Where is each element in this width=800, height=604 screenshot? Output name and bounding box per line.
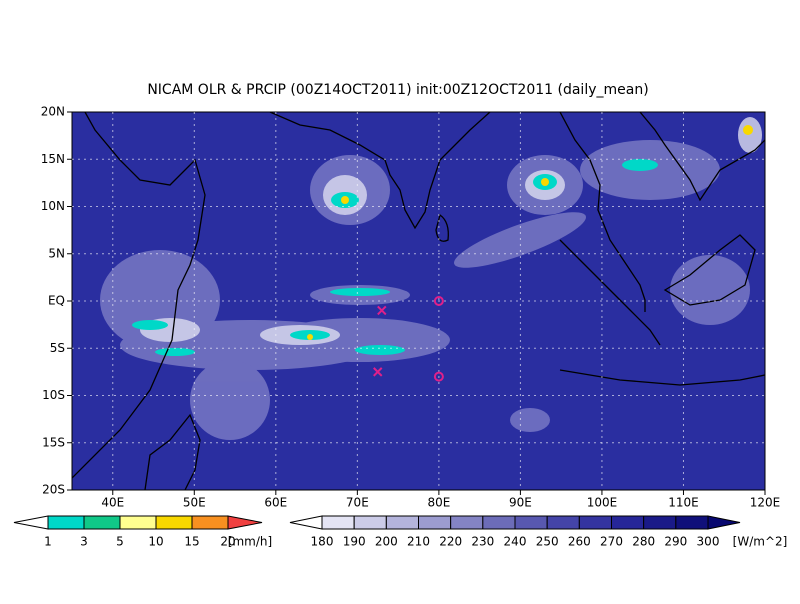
colorbar-label: 270 <box>600 535 623 549</box>
colorbar-box <box>611 515 645 530</box>
colorbar-arrow <box>227 515 263 530</box>
y-tick-label: 20N <box>41 105 65 119</box>
colorbar-label: 3 <box>80 535 88 549</box>
y-tick-label: 20S <box>42 483 65 497</box>
colorbar-label: 15 <box>184 535 199 549</box>
colorbar-box <box>482 515 516 530</box>
colorbar-label: 260 <box>568 535 591 549</box>
colorbar-label: 240 <box>504 535 527 549</box>
marker-circle <box>433 371 444 382</box>
colorbar-label: 20 <box>220 535 235 549</box>
colorbar-box <box>47 515 85 530</box>
colorbar-box <box>321 515 355 530</box>
x-tick-label: 70E <box>346 496 369 510</box>
colorbar-label: 5 <box>116 535 124 549</box>
colorbar-unit: [mm/h] <box>228 535 272 549</box>
colorbar-label: 210 <box>407 535 430 549</box>
colorbar-arrow <box>707 515 741 530</box>
x-tick-label: 50E <box>183 496 206 510</box>
x-tick-label: 100E <box>587 496 618 510</box>
colorbar-box <box>191 515 229 530</box>
y-tick-label: EQ <box>48 294 65 308</box>
y-tick-label: 15S <box>42 435 65 449</box>
colorbar-label: 220 <box>439 535 462 549</box>
marker-cross <box>373 367 383 377</box>
colorbar-box <box>119 515 157 530</box>
colorbar-label: 200 <box>375 535 398 549</box>
colorbar-box <box>578 515 612 530</box>
colorbar-label: 10 <box>148 535 163 549</box>
x-tick-label: 110E <box>668 496 699 510</box>
colorbar-arrow <box>289 515 323 530</box>
colorbar-box <box>546 515 580 530</box>
y-tick-label: 5N <box>48 246 65 260</box>
colorbar-box <box>155 515 193 530</box>
colorbar-label: 180 <box>311 535 334 549</box>
colorbar-box <box>450 515 484 530</box>
colorbar-box <box>418 515 452 530</box>
x-tick-label: 40E <box>101 496 124 510</box>
colorbar-box <box>83 515 121 530</box>
y-tick-label: 5S <box>50 341 65 355</box>
y-tick-label: 15N <box>41 152 65 166</box>
colorbar-box <box>514 515 548 530</box>
y-tick-label: 10N <box>41 199 65 213</box>
colorbar-label: 1 <box>44 535 52 549</box>
colorbar-label: 230 <box>471 535 494 549</box>
colorbar-box <box>643 515 677 530</box>
colorbar-label: 250 <box>536 535 559 549</box>
x-tick-label: 120E <box>750 496 781 510</box>
colorbar-arrow <box>13 515 49 530</box>
colorbar-label: 190 <box>343 535 366 549</box>
marker-circle <box>433 296 444 306</box>
x-tick-label: 60E <box>264 496 287 510</box>
colorbar-unit: [W/m^2] <box>733 535 788 549</box>
x-tick-label: 80E <box>427 496 450 510</box>
chart-title: NICAM OLR & PRCIP (00Z14OCT2011) init:00… <box>147 82 648 98</box>
colorbar-label: 280 <box>632 535 655 549</box>
colorbar-label: 300 <box>697 535 720 549</box>
colorbar-box <box>385 515 420 530</box>
colorbar-box <box>675 515 709 530</box>
y-tick-label: 10S <box>42 388 65 402</box>
colorbar-label: 290 <box>664 535 687 549</box>
x-tick-label: 90E <box>509 496 532 510</box>
colorbar-box <box>353 515 387 530</box>
marker-cross <box>377 305 387 316</box>
